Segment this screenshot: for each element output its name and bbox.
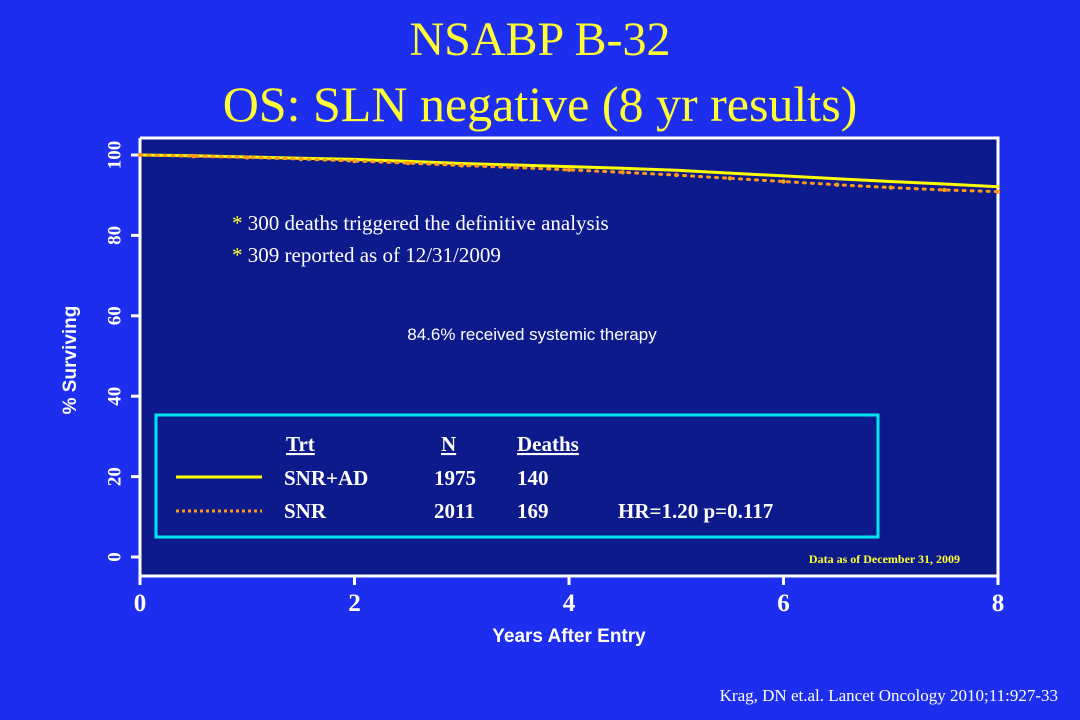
- y-tick-label: 0: [105, 552, 126, 562]
- data-point: [298, 156, 304, 162]
- x-tick-label: 2: [348, 590, 361, 617]
- x-axis-label: Years After Entry: [492, 626, 646, 647]
- x-tick-label: 4: [563, 590, 576, 617]
- data-point: [620, 170, 625, 175]
- data-point: [566, 167, 572, 173]
- slide-title: NSABP B-32: [409, 13, 671, 66]
- annotation-data-date: Data as of December 31, 2009: [809, 552, 960, 566]
- legend-header-n: N: [441, 432, 456, 456]
- annotation-deaths-reported: * 309 reported as of 12/31/2009: [232, 243, 501, 267]
- data-point: [674, 172, 679, 178]
- legend-border: [154, 413, 880, 539]
- legend-header-trt: Trt: [286, 432, 315, 456]
- y-tick-label: 20: [105, 467, 126, 486]
- data-point: [245, 155, 250, 160]
- data-point: [405, 160, 411, 166]
- data-point: [352, 158, 357, 164]
- annotation-deaths-triggered: * 300 deaths triggered the definitive an…: [232, 211, 609, 235]
- data-point: [995, 189, 1001, 194]
- data-point: [513, 165, 518, 170]
- data-point: [727, 176, 733, 181]
- citation: Krag, DN et.al. Lancet Oncology 2010;11:…: [719, 686, 1058, 705]
- data-point: [191, 154, 196, 159]
- legend-row-deaths: 140: [517, 466, 549, 490]
- annotation-systemic-therapy: 84.6% received systemic therapy: [407, 325, 657, 344]
- legend-row-n: 2011: [434, 499, 475, 523]
- data-point: [781, 179, 786, 184]
- legend-row-trt: SNR+AD: [284, 466, 368, 490]
- legend-row-deaths: 169: [517, 499, 549, 523]
- legend-row-stats: HR=1.20 p=0.117: [618, 499, 773, 523]
- x-tick-label: 8: [992, 590, 1005, 617]
- legend: Trt N Deaths SNR+AD 1975 140 SNR 2011 16…: [154, 413, 880, 539]
- y-axis-label: % Surviving: [60, 306, 81, 415]
- legend-row-n: 1975: [434, 466, 476, 490]
- data-point: [459, 163, 464, 168]
- y-tick-label: 40: [105, 387, 126, 406]
- plot-area: [140, 138, 998, 576]
- x-tick-label: 0: [134, 590, 147, 617]
- y-tick-label: 80: [105, 226, 126, 245]
- legend-header-deaths: Deaths: [517, 432, 579, 456]
- data-point: [137, 152, 143, 158]
- x-tick-label: 6: [777, 590, 790, 617]
- y-tick-label: 100: [105, 141, 126, 170]
- y-tick-label: 60: [105, 306, 126, 325]
- data-point: [834, 182, 840, 187]
- series-line-snr: [138, 153, 1000, 194]
- series-layer: [137, 152, 1001, 194]
- legend-row-trt: SNR: [284, 499, 327, 523]
- data-point: [888, 185, 893, 190]
- data-point: [942, 187, 947, 193]
- slide-subtitle: OS: SLN negative (8 yr results): [222, 76, 858, 132]
